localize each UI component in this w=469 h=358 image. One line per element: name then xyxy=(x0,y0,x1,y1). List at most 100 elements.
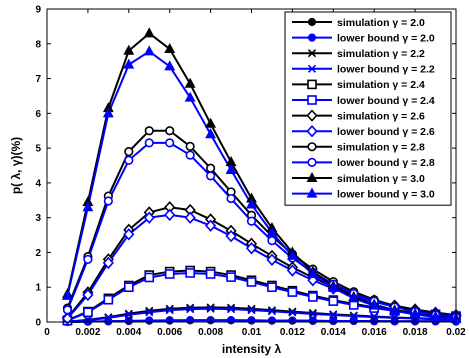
data-point-lower-bound-2-6 xyxy=(184,211,196,224)
data-point-lower-bound-3-0 xyxy=(348,292,360,303)
data-point-lower-bound-2-8 xyxy=(124,155,134,165)
data-point-lower-bound-2-2 xyxy=(186,305,195,314)
data-point-simulation-2-2 xyxy=(247,304,256,313)
data-point-lower-bound-3-0 xyxy=(164,60,176,71)
data-point-lower-bound-2-6 xyxy=(61,312,74,325)
data-point-lower-bound-2-8 xyxy=(226,193,236,204)
data-point-lower-bound-2-0 xyxy=(308,316,317,326)
data-point-lower-bound-3-0 xyxy=(62,289,73,300)
data-point-lower-bound-2-6 xyxy=(225,229,237,243)
y-tick-label: 4 xyxy=(35,178,41,189)
data-point-lower-bound-2-8 xyxy=(165,138,175,148)
legend-label-simulation-2-6: simulation γ = 2.6 xyxy=(337,110,425,122)
y-tick-label: 8 xyxy=(35,39,41,50)
data-point-lower-bound-2-0 xyxy=(145,316,154,325)
data-point-lower-bound-3-0 xyxy=(327,281,339,292)
data-point-lower-bound-3-0 xyxy=(143,45,155,56)
data-point-lower-bound-2-0 xyxy=(186,316,195,325)
data-point-simulation-2-2 xyxy=(186,303,195,312)
data-point-lower-bound-2-4 xyxy=(124,282,134,293)
legend-label-simulation-2-4: simulation γ = 2.4 xyxy=(337,79,425,91)
x-tick-label: 0.008 xyxy=(198,327,223,338)
y-tick-label: 1 xyxy=(35,283,41,294)
legend-label-simulation-2-0: simulation γ = 2.0 xyxy=(337,17,425,29)
legend-marker-simulation-2-6 xyxy=(306,109,318,122)
axis-ticks-group xyxy=(46,8,457,323)
data-point-lower-bound-2-2 xyxy=(104,313,113,322)
data-point-lower-bound-2-4 xyxy=(287,287,298,297)
legend-label-lower-bound-2-8: lower bound γ = 2.8 xyxy=(337,157,435,169)
data-point-simulation-3-0 xyxy=(164,42,176,53)
data-point-lower-bound-3-0 xyxy=(430,311,441,322)
data-point-lower-bound-2-4 xyxy=(185,268,195,278)
data-point-lower-bound-2-6 xyxy=(205,219,217,232)
data-point-lower-bound-3-0 xyxy=(246,198,257,209)
y-axis-title: p( λ, γ)(%) xyxy=(9,137,23,194)
data-point-lower-bound-2-2 xyxy=(267,307,277,316)
legend-marker-simulation-2-4 xyxy=(307,79,317,90)
data-point-lower-bound-2-6 xyxy=(82,288,94,302)
data-point-simulation-3-0 xyxy=(205,117,217,128)
data-point-lower-bound-2-8 xyxy=(144,138,154,148)
y-tick-label: 0 xyxy=(35,318,41,329)
data-point-lower-bound-2-4 xyxy=(144,272,155,283)
data-point-lower-bound-2-2 xyxy=(329,310,338,320)
legend-marker-simulation-2-8 xyxy=(307,142,317,152)
legend-marker-lower-bound-2-4 xyxy=(307,95,317,105)
data-point-lower-bound-3-0 xyxy=(123,58,135,69)
data-point-lower-bound-2-6 xyxy=(286,264,298,277)
x-tick-label: 0.014 xyxy=(321,327,346,338)
y-tick-label: 3 xyxy=(35,213,41,224)
data-point-lower-bound-2-4 xyxy=(246,277,257,287)
legend-label-simulation-2-2: simulation γ = 2.2 xyxy=(337,48,425,60)
data-point-simulation-2-2 xyxy=(145,306,154,315)
data-point-lower-bound-2-8 xyxy=(62,305,73,315)
data-point-lower-bound-2-0 xyxy=(226,316,236,325)
legend-label-lower-bound-2-2: lower bound γ = 2.2 xyxy=(337,64,435,76)
data-point-simulation-2-8 xyxy=(144,126,154,136)
data-point-lower-bound-2-4 xyxy=(164,269,175,279)
legend-label-lower-bound-2-6: lower bound γ = 2.6 xyxy=(337,126,435,138)
data-point-lower-bound-2-4 xyxy=(83,307,93,318)
data-point-simulation-2-8 xyxy=(165,126,175,136)
data-point-lower-bound-3-0 xyxy=(389,304,401,315)
legend-marker-simulation-2-0 xyxy=(307,17,317,27)
x-tick-label: 0.004 xyxy=(116,327,141,338)
x-tick-label: 0.01 xyxy=(242,327,262,338)
legend-label-lower-bound-3-0: lower bound γ = 3.0 xyxy=(337,188,435,200)
y-tick-label: 5 xyxy=(35,144,41,155)
data-point-lower-bound-2-4 xyxy=(103,294,114,305)
data-point-simulation-2-8 xyxy=(185,141,195,151)
data-point-simulation-3-0 xyxy=(184,77,196,88)
data-point-lower-bound-2-6 xyxy=(245,242,258,255)
data-point-simulation-3-0 xyxy=(143,27,155,38)
legend-label-lower-bound-2-4: lower bound γ = 2.4 xyxy=(337,95,435,107)
x-tick-label: 0.002 xyxy=(75,327,100,338)
data-point-lower-bound-3-0 xyxy=(266,226,278,237)
data-point-lower-bound-2-6 xyxy=(266,253,278,266)
data-point-lower-bound-2-2 xyxy=(165,306,174,315)
y-tick-label: 9 xyxy=(35,5,41,16)
data-point-lower-bound-2-4 xyxy=(328,296,339,306)
data-point-lower-bound-3-0 xyxy=(184,91,196,102)
x-tick-label: 0.016 xyxy=(362,327,387,338)
y-tick-label: 2 xyxy=(35,248,41,259)
data-point-lower-bound-3-0 xyxy=(225,163,237,175)
legend-marker-simulation-2-2 xyxy=(307,49,317,58)
data-point-lower-bound-2-2 xyxy=(288,308,297,317)
data-point-lower-bound-2-0 xyxy=(267,316,277,325)
data-point-simulation-2-8 xyxy=(206,163,216,173)
data-point-lower-bound-3-0 xyxy=(102,107,114,118)
legend-label-simulation-2-8: simulation γ = 2.8 xyxy=(337,142,425,154)
data-point-lower-bound-2-0 xyxy=(349,316,358,326)
data-point-simulation-2-2 xyxy=(206,303,215,312)
x-axis-title: intensity λ xyxy=(222,342,282,356)
data-point-lower-bound-2-2 xyxy=(124,310,133,319)
data-point-lower-bound-3-0 xyxy=(409,308,421,319)
data-point-lower-bound-2-2 xyxy=(206,304,215,313)
legend-marker-lower-bound-2-6 xyxy=(306,125,318,138)
data-point-lower-bound-2-2 xyxy=(349,312,358,321)
data-point-lower-bound-3-0 xyxy=(82,201,94,212)
legend-marker-lower-bound-2-8 xyxy=(307,157,317,167)
data-point-lower-bound-2-6 xyxy=(123,228,135,241)
